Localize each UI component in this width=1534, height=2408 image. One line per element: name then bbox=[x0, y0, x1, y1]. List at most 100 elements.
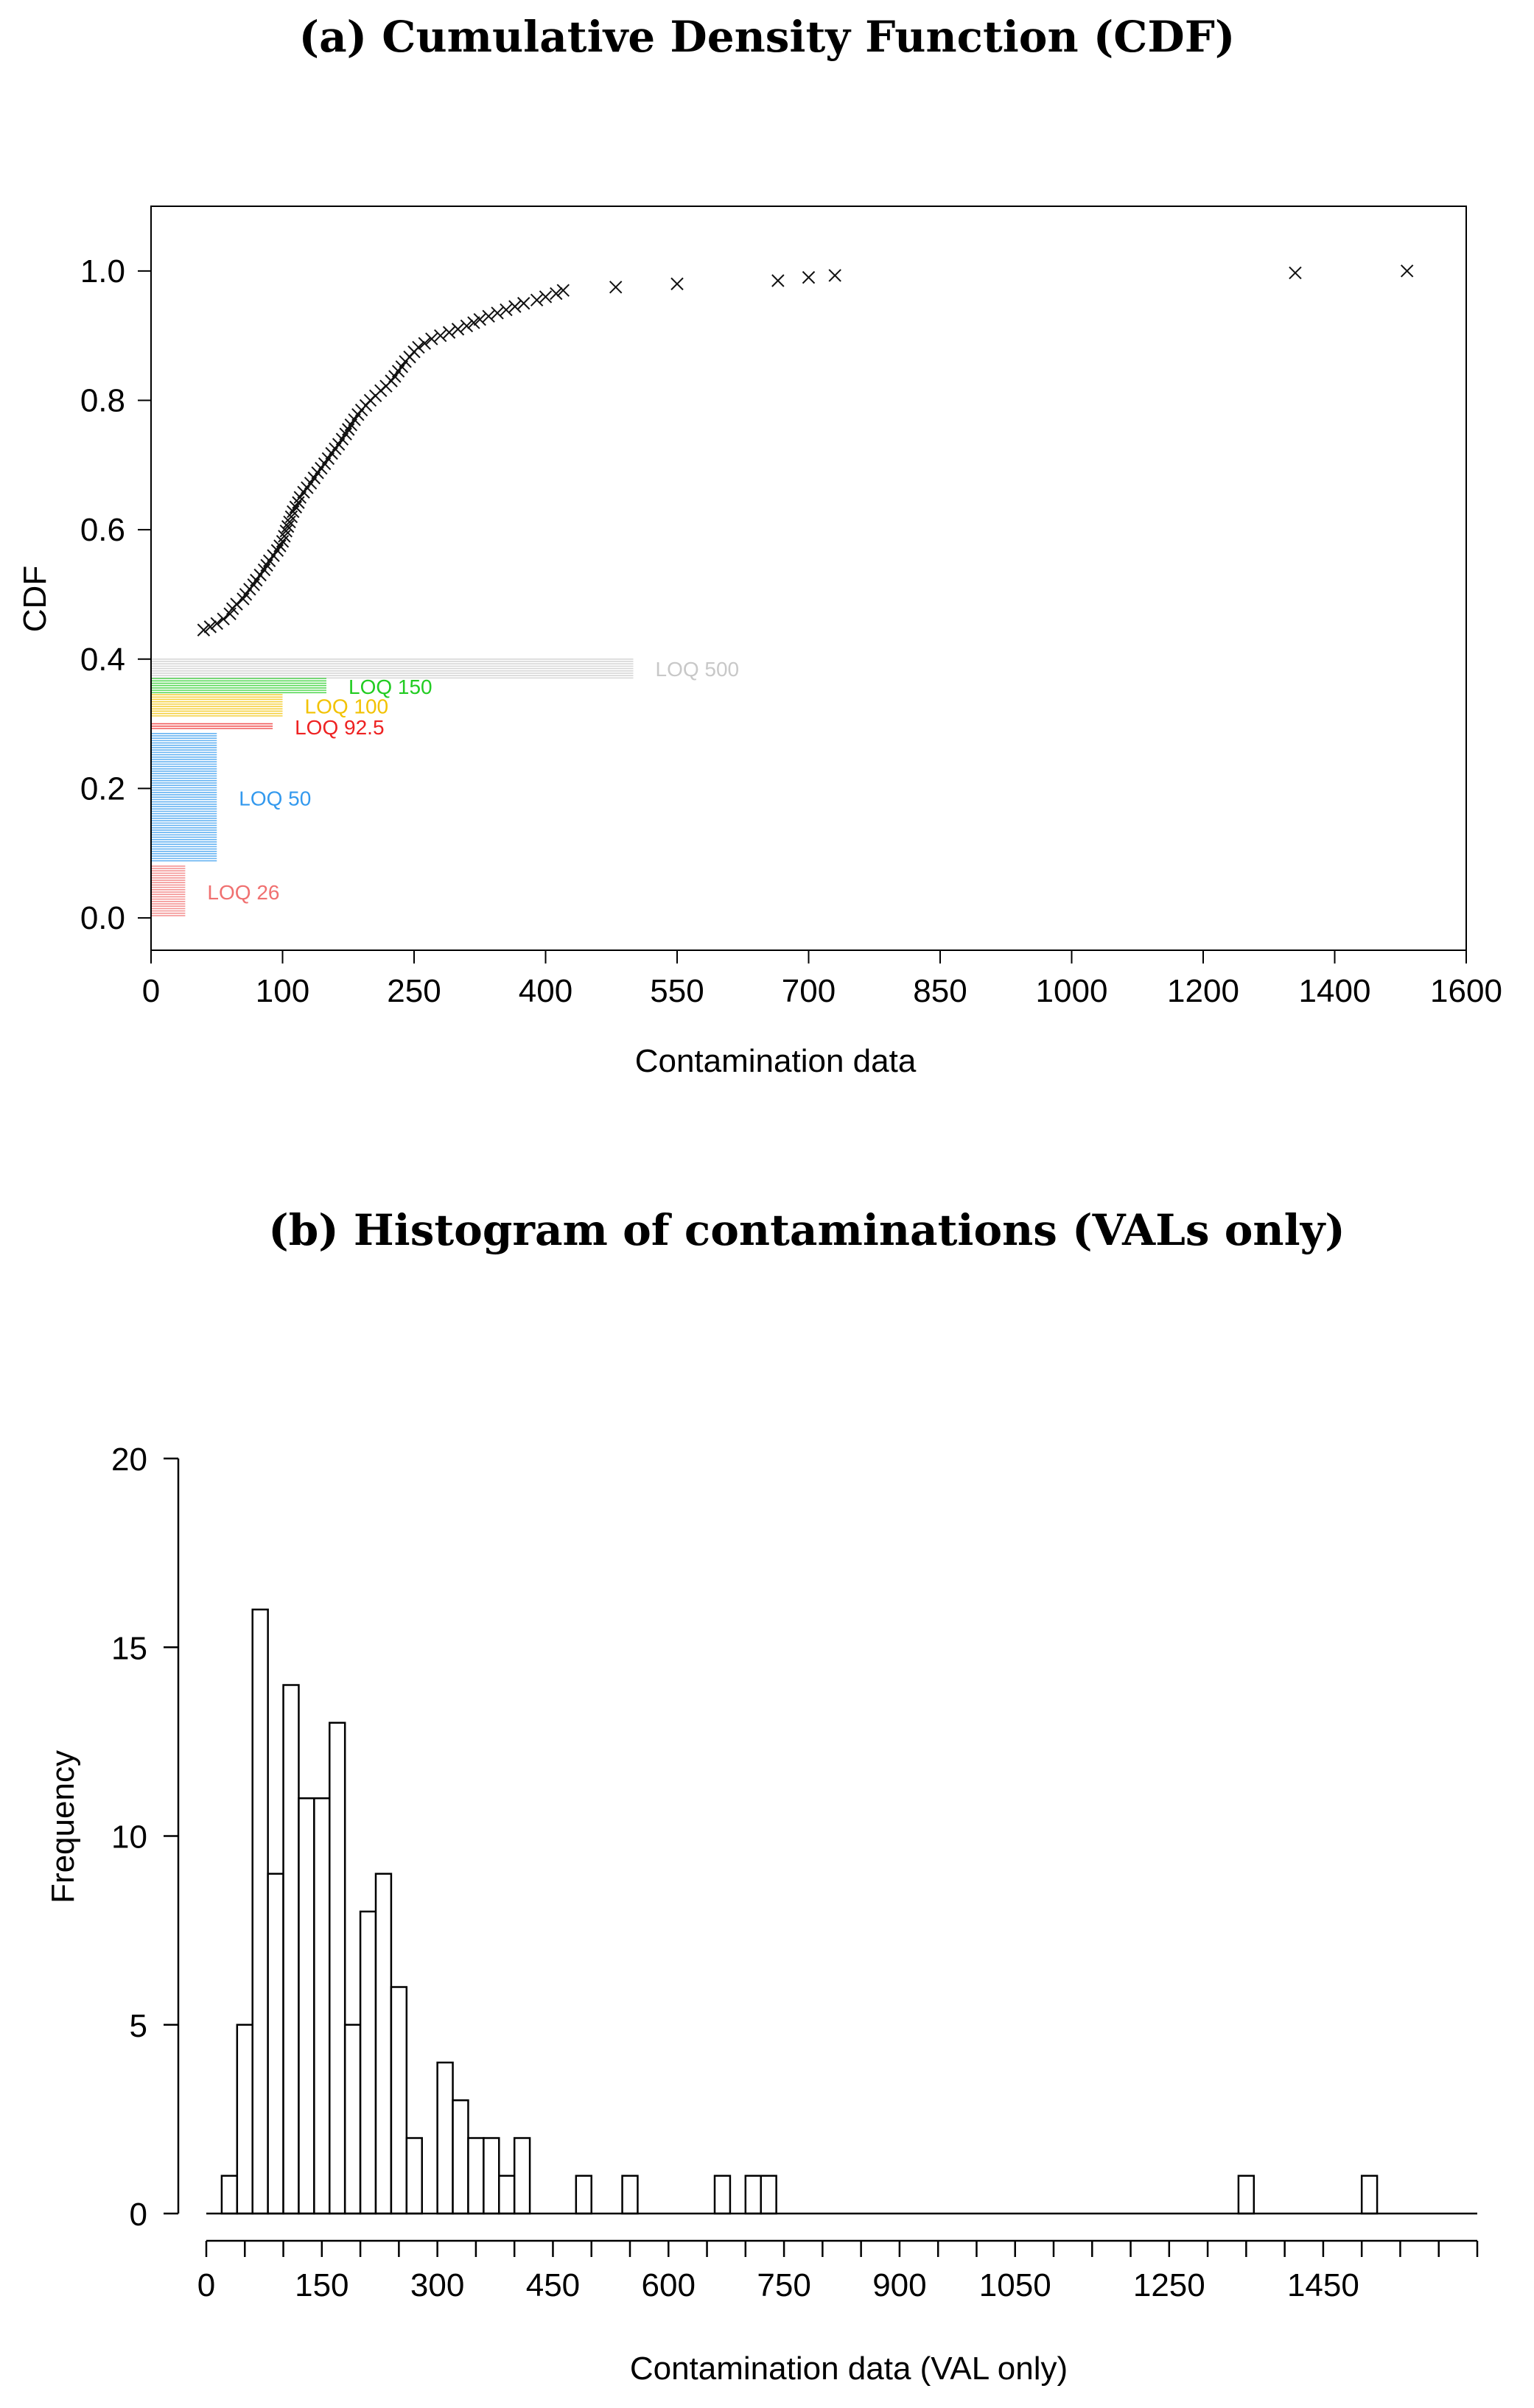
cdf-point-stroke bbox=[253, 568, 267, 582]
cdf-point-stroke bbox=[467, 316, 480, 329]
cdf-point-stroke bbox=[279, 524, 293, 538]
cdf-y-tick-label: 1.0 bbox=[80, 253, 125, 289]
cdf-point-stroke bbox=[460, 319, 474, 333]
cdf-point-stroke bbox=[262, 554, 276, 567]
cdf-point-stroke bbox=[508, 300, 522, 313]
histogram-bar bbox=[298, 1797, 315, 2215]
cdf-point-stroke bbox=[828, 269, 841, 282]
cdf-point bbox=[828, 269, 841, 282]
histogram-bar bbox=[329, 1721, 346, 2215]
histogram-bar bbox=[575, 2174, 592, 2215]
cdf-point bbox=[1289, 266, 1302, 280]
cdf-x-tick-label: 1600 bbox=[1430, 973, 1502, 1009]
cdf-point bbox=[451, 323, 465, 336]
cdf-x-tick-label: 1200 bbox=[1167, 973, 1239, 1009]
histogram-x-tick-label: 1050 bbox=[979, 2267, 1051, 2303]
cdf-point bbox=[517, 297, 530, 310]
histogram-x-tick-label: 450 bbox=[526, 2267, 580, 2303]
cdf-point bbox=[217, 612, 230, 626]
cdf-point bbox=[433, 329, 447, 343]
cdf-point bbox=[412, 340, 425, 354]
cdf-point bbox=[281, 520, 295, 533]
cdf-point bbox=[418, 337, 431, 350]
cdf-point-stroke bbox=[491, 306, 504, 320]
cdf-point bbox=[262, 554, 276, 567]
histogram-bar bbox=[744, 2174, 762, 2215]
cdf-point bbox=[670, 277, 684, 291]
histogram-bar bbox=[313, 1797, 331, 2215]
histogram-bar bbox=[513, 2137, 531, 2215]
histogram-bar bbox=[343, 2023, 362, 2215]
cdf-point-stroke bbox=[556, 284, 570, 297]
cdf-x-axis-label: Contamination data bbox=[635, 1043, 917, 1079]
histogram-bar bbox=[220, 2174, 239, 2215]
cdf-point-stroke bbox=[239, 588, 253, 601]
loq-label: LOQ 50 bbox=[239, 787, 311, 810]
cdf-point bbox=[203, 620, 217, 633]
histogram-y-axis-label: Frequency bbox=[45, 1750, 81, 1903]
cdf-point-stroke bbox=[670, 277, 684, 291]
cdf-point-stroke bbox=[517, 297, 530, 310]
histogram-bar bbox=[713, 2174, 732, 2215]
histogram-bar bbox=[452, 2099, 469, 2215]
histogram-bar bbox=[1360, 2174, 1379, 2215]
cdf-point bbox=[1400, 264, 1414, 278]
cdf-point bbox=[267, 549, 280, 562]
histogram-title: (b) Histogram of contaminations (VALs on… bbox=[268, 1205, 1345, 1255]
histogram-plot: 0 5 10 15 20 0 150 300 450 600 750 900 1050 1250 1450 C… bbox=[45, 1442, 1479, 2387]
cdf-point bbox=[609, 281, 623, 294]
cdf-point bbox=[539, 290, 553, 303]
cdf-point-stroke bbox=[267, 549, 280, 562]
cdf-point-stroke bbox=[281, 520, 295, 533]
cdf-point-stroke bbox=[433, 329, 447, 343]
cdf-point-stroke bbox=[418, 337, 431, 350]
histogram-y-tick-label: 20 bbox=[111, 1442, 147, 1478]
loq-band-3 bbox=[151, 723, 273, 729]
cdf-point-stroke bbox=[482, 309, 495, 323]
loq-label: LOQ 100 bbox=[305, 695, 389, 717]
histogram-x-tick-label: 600 bbox=[642, 2267, 696, 2303]
cdf-point bbox=[247, 578, 260, 592]
cdf-point bbox=[550, 287, 563, 301]
cdf-point bbox=[237, 592, 250, 605]
histogram-x-tick-label: 0 bbox=[197, 2267, 215, 2303]
cdf-point-stroke bbox=[539, 290, 553, 303]
histogram-bar bbox=[282, 1684, 300, 2215]
cdf-point bbox=[802, 270, 816, 284]
cdf-point bbox=[473, 312, 486, 326]
cdf-x-tick-label: 700 bbox=[782, 973, 836, 1009]
cdf-point bbox=[556, 284, 570, 297]
cdf-point bbox=[250, 573, 263, 587]
cdf-point-stroke bbox=[1400, 264, 1414, 278]
histogram-y-tick-label: 10 bbox=[111, 1819, 147, 1856]
cdf-point-stroke bbox=[210, 617, 223, 631]
cdf-point-stroke bbox=[250, 573, 263, 587]
histogram-x-tick-label: 300 bbox=[410, 2267, 464, 2303]
cdf-title: (a) Cumulative Density Function (CDF) bbox=[299, 12, 1236, 62]
cdf-x-tick-label: 400 bbox=[519, 973, 572, 1009]
cdf-y-tick-label: 0.8 bbox=[80, 382, 125, 418]
loq-band-2 bbox=[151, 694, 283, 717]
loq-band-0 bbox=[151, 658, 634, 679]
cdf-y-tick-label: 0.4 bbox=[80, 642, 125, 678]
cdf-point-stroke bbox=[550, 287, 563, 301]
cdf-point bbox=[771, 274, 785, 287]
cdf-x-tick-label: 850 bbox=[913, 973, 967, 1009]
cdf-point bbox=[482, 309, 495, 323]
histogram-x-axis-label: Contamination data (VAL only) bbox=[630, 2351, 1068, 2387]
cdf-point bbox=[491, 306, 504, 320]
cdf-point-stroke bbox=[473, 312, 486, 326]
loq-label: LOQ 500 bbox=[656, 658, 740, 681]
loq-label: LOQ 92.5 bbox=[295, 716, 384, 739]
cdf-y-tick-label: 0.0 bbox=[80, 900, 125, 936]
cdf-point-stroke bbox=[530, 293, 544, 307]
cdf-y-tick-label: 0.6 bbox=[80, 512, 125, 548]
histogram-bar bbox=[760, 2174, 777, 2215]
cdf-point bbox=[467, 316, 480, 329]
cdf-plot-frame bbox=[150, 206, 1467, 951]
cdf-point bbox=[500, 303, 513, 317]
cdf-point-stroke bbox=[451, 323, 465, 336]
loq-label: LOQ 26 bbox=[207, 881, 279, 904]
histogram-bar bbox=[267, 1872, 284, 2215]
